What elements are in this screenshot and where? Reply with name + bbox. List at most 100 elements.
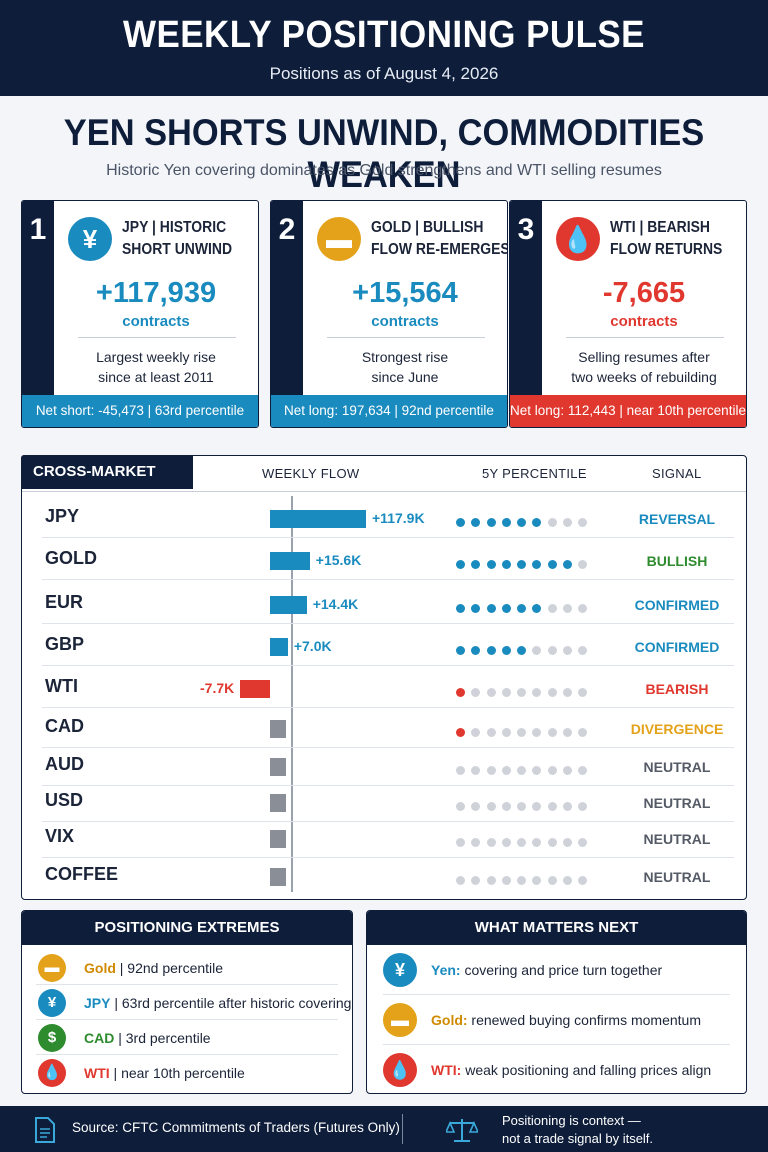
percentile-dot-filled <box>517 646 527 655</box>
percentile-dot-empty <box>547 728 557 737</box>
next-label: Yen: <box>431 962 461 978</box>
signal-label: NEUTRAL <box>643 759 711 775</box>
document-icon <box>35 1117 55 1143</box>
item-divider <box>383 1044 730 1045</box>
percentile-dot-filled <box>486 518 496 527</box>
row-divider <box>42 665 734 666</box>
gold-bar-icon: ▬ <box>383 1003 417 1037</box>
card-title-line-2: SHORT UNWIND <box>122 241 233 258</box>
percentile-dot-empty <box>456 802 465 811</box>
percentile-dot-empty <box>547 838 557 847</box>
footer-divider <box>402 1114 403 1144</box>
card-title: WTI | BEARISH FLOW RETURNS <box>610 217 731 261</box>
percentile-dot-filled <box>456 728 465 737</box>
signal-label: BULLISH <box>646 553 708 569</box>
card-desc-line-1: Strongest rise <box>361 349 449 365</box>
percentile-dot-filled <box>471 560 481 569</box>
percentile-dot-empty <box>471 802 481 811</box>
percentile-dot-empty <box>578 688 588 697</box>
yen-icon: ¥ <box>38 989 66 1017</box>
card-title-line-1: JPY | HISTORIC <box>122 219 227 236</box>
card-desc-line-2: since at least 2011 <box>98 369 214 385</box>
flow-bar <box>270 830 286 848</box>
extreme-detail: | 92nd percentile <box>115 960 224 976</box>
what-matters-next-panel: WHAT MATTERS NEXT ¥ Yen: covering and pri… <box>366 910 747 1094</box>
next-text: Gold: renewed buying confirms momentum <box>431 1012 701 1028</box>
next-text: WTI: weak positioning and falling prices… <box>431 1062 711 1078</box>
percentile-dot-empty <box>486 728 496 737</box>
percentile-dot-filled <box>563 560 573 569</box>
pulse-row: COFFEE NEUTRAL <box>22 856 748 896</box>
ticker-label: USD <box>45 790 84 810</box>
extreme-text: Gold | 92nd percentile <box>84 960 223 976</box>
percentile-dot-empty <box>501 838 511 847</box>
header-divider <box>22 491 746 492</box>
percentile-dot-empty <box>532 876 542 885</box>
headline: YEN SHORTS UNWIND, COMMODITIES WEAKEN <box>63 112 705 195</box>
extreme-item: $ CAD | 3rd percentile <box>22 1021 352 1055</box>
next-item: 💧 WTI: weak positioning and falling price… <box>367 1045 746 1093</box>
card-rule <box>327 337 485 338</box>
next-detail: weak positioning and falling prices alig… <box>461 1062 712 1078</box>
card-rule <box>78 337 236 338</box>
ticker-label: VIX <box>45 826 75 846</box>
percentile-dot-empty <box>532 766 542 775</box>
percentile-dot-empty <box>578 728 588 737</box>
extreme-label: WTI <box>84 1065 110 1081</box>
percentile-dot-empty <box>578 876 588 885</box>
row-divider <box>42 579 734 580</box>
percentile-dot-empty <box>471 728 481 737</box>
pulse-row: JPY +117.9K REVERSAL <box>22 498 748 538</box>
pulse-row: EUR +14.4K CONFIRMED <box>22 584 748 624</box>
percentile-header: 5Y PERCENTILE <box>482 466 587 481</box>
highlight-card: 3 💧 WTI | BEARISH FLOW RETURNS -7,665 contrac… <box>509 200 747 428</box>
note-line-2: not a trade signal by itself. <box>502 1131 654 1146</box>
pulse-row: VIX NEUTRAL <box>22 818 748 858</box>
extreme-text: CAD | 3rd percentile <box>84 1030 211 1046</box>
percentile-dots <box>456 762 594 780</box>
percentile-dot-filled <box>456 604 465 613</box>
disclaimer-note: Positioning is context — not a trade sig… <box>502 1112 653 1148</box>
extreme-label: Gold <box>84 960 116 976</box>
percentile-dots <box>456 642 594 660</box>
weekly-flow-header: WEEKLY FLOW <box>262 466 360 481</box>
extreme-label: CAD <box>84 1030 115 1046</box>
percentile-dot-empty <box>532 688 542 697</box>
signal-label: NEUTRAL <box>643 795 711 811</box>
flow-value: +7.0K <box>293 638 332 654</box>
percentile-dot-filled <box>486 646 496 655</box>
ticker-label: GOLD <box>45 548 97 568</box>
flow-bar <box>270 868 286 886</box>
percentile-dot-empty <box>501 876 511 885</box>
ticker-label: WTI <box>45 676 78 696</box>
percentile-dots <box>456 684 594 702</box>
cross-market-pulse-panel: CROSS-MARKET PULSE WEEKLY FLOW 5Y PERCEN… <box>21 455 747 900</box>
percentile-dot-empty <box>563 802 573 811</box>
percentile-dot-empty <box>486 838 496 847</box>
percentile-dot-empty <box>547 876 557 885</box>
row-divider <box>42 537 734 538</box>
positioning-extremes-panel: POSITIONING EXTREMES ▬ Gold | 92nd percen… <box>21 910 353 1094</box>
percentile-dot-empty <box>563 646 573 655</box>
header-band: WEEKLY POSITIONING PULSE Positions as of… <box>0 0 768 96</box>
oil-drop-icon: 💧 <box>383 1053 417 1087</box>
percentile-dot-filled <box>471 604 481 613</box>
signal-label: BEARISH <box>645 681 709 697</box>
card-unit: contracts <box>371 313 439 330</box>
signal-label: REVERSAL <box>638 511 716 527</box>
extreme-text: JPY | 63rd percentile after historic cov… <box>84 995 351 1011</box>
percentile-dot-empty <box>501 766 511 775</box>
card-footer: Net long: 112,443 | near 10th percentile <box>510 395 746 427</box>
extreme-detail: | 63rd percentile after historic coverin… <box>110 995 352 1011</box>
next-title: WHAT MATTERS NEXT <box>367 911 746 945</box>
row-divider <box>42 857 734 858</box>
percentile-dot-filled <box>456 688 465 697</box>
card-unit: contracts <box>610 313 678 330</box>
percentile-dot-filled <box>517 604 527 613</box>
card-description: Strongest rise since June <box>303 347 507 387</box>
card-value: -7,665 <box>602 277 686 309</box>
percentile-dot-filled <box>517 560 527 569</box>
signal-header: SIGNAL <box>652 466 702 481</box>
card-desc-line-2: two weeks of rebuilding <box>571 369 717 385</box>
card-desc-line-1: Largest weekly rise <box>96 349 216 365</box>
